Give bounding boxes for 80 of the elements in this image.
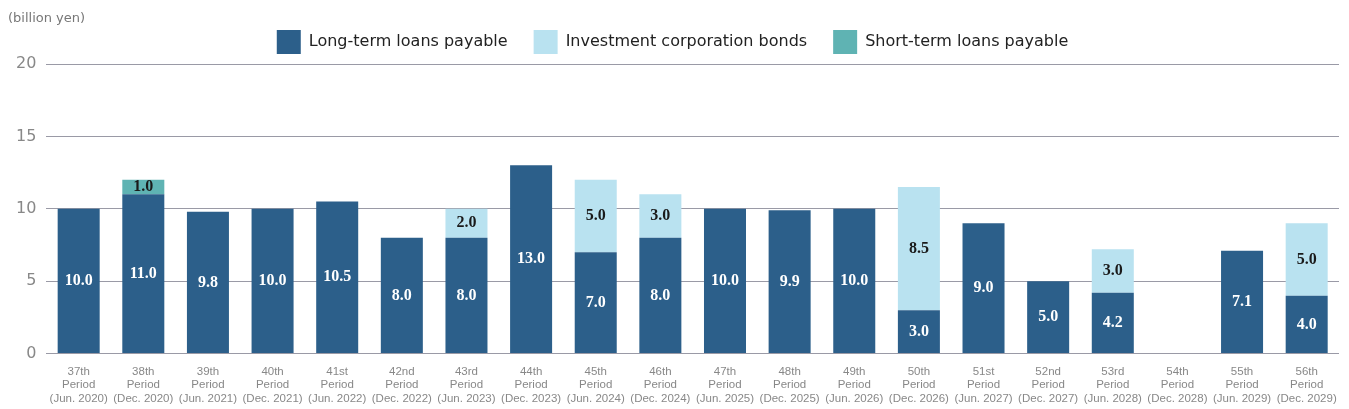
bar xyxy=(768,210,811,354)
data-label: 5.0 xyxy=(585,206,606,224)
x-tick-label: 48th Period (Dec. 2025) xyxy=(759,364,820,405)
x-tick-label: 43rd Period (Jun. 2023) xyxy=(437,364,496,405)
bar xyxy=(639,237,682,354)
x-tick-label: 42nd Period (Dec. 2022) xyxy=(371,364,433,405)
bar xyxy=(833,208,876,354)
x-tick-label: 38th Period (Dec. 2020) xyxy=(113,364,174,405)
x-tick-label: 54th Period (Dec. 2028) xyxy=(1147,364,1208,405)
x-tick-label: 52nd Period (Dec. 2027) xyxy=(1018,364,1079,405)
bar xyxy=(1221,250,1264,354)
y-tick-label: 20 xyxy=(16,53,37,73)
bar xyxy=(1027,281,1070,354)
y-tick-label: 15 xyxy=(16,125,37,145)
x-tick-label: 50th Period (Dec. 2026) xyxy=(888,364,950,405)
x-tick-label: 39th Period (Jun. 2021) xyxy=(178,364,238,405)
x-tick-label: 46th Period (Dec. 2024) xyxy=(630,364,691,405)
x-tick-label: 47th Period (Jun. 2025) xyxy=(695,364,755,405)
bar xyxy=(639,194,682,238)
legend-label: Investment corporation bonds xyxy=(565,31,808,51)
y-tick-label: 10 xyxy=(16,197,37,217)
data-label: 10.0 xyxy=(711,271,739,289)
bar xyxy=(186,211,229,354)
data-label: 10.5 xyxy=(323,267,352,285)
data-label: 10.0 xyxy=(64,271,93,289)
data-label: 10.0 xyxy=(258,271,287,289)
bar xyxy=(251,208,294,354)
data-label: 2.0 xyxy=(456,213,477,231)
y-tick-label: 0 xyxy=(26,342,37,362)
data-label: 8.5 xyxy=(908,238,929,256)
bar xyxy=(445,208,488,238)
bar xyxy=(380,237,423,354)
bar xyxy=(510,165,553,354)
y-tick-label: 5 xyxy=(26,270,37,290)
bar xyxy=(445,237,488,354)
bar xyxy=(703,208,746,354)
x-tick-label: 45th Period (Jun. 2024) xyxy=(566,364,625,405)
x-tick-label: 37th Period (Jun. 2020) xyxy=(49,364,108,405)
data-label: 1.0 xyxy=(133,177,154,195)
x-tick-label: 49th Period (Jun. 2026) xyxy=(825,364,884,405)
data-label: 8.0 xyxy=(391,285,412,303)
data-label: 3.0 xyxy=(908,321,929,339)
legend-label: Short-term loans payable xyxy=(865,31,1069,51)
bar xyxy=(57,208,100,354)
x-tick-label: 41st Period (Jun. 2022) xyxy=(308,364,367,405)
data-label: 10.0 xyxy=(840,271,869,289)
y-axis-title: (billion yen) xyxy=(8,9,86,25)
bar xyxy=(1091,249,1134,293)
bar xyxy=(574,179,617,253)
bar xyxy=(1285,223,1328,296)
legend-label: Long-term loans payable xyxy=(308,31,508,51)
data-label: 13.0 xyxy=(517,249,546,267)
bar xyxy=(897,310,940,354)
data-label: 11.0 xyxy=(129,263,157,281)
data-label: 7.1 xyxy=(1232,292,1253,310)
data-label: 5.0 xyxy=(1038,307,1059,325)
bar xyxy=(1091,292,1134,354)
data-label: 3.0 xyxy=(1102,261,1123,279)
bar xyxy=(574,252,617,354)
x-tick-label: 55th Period (Jun. 2029) xyxy=(1212,364,1272,405)
data-label: 8.0 xyxy=(650,285,671,303)
x-tick-label: 51st Period (Jun. 2027) xyxy=(954,364,1013,405)
data-label: 7.0 xyxy=(585,292,606,310)
data-label: 9.9 xyxy=(779,271,800,289)
bar xyxy=(316,201,359,354)
data-label: 9.8 xyxy=(197,272,218,290)
bar xyxy=(962,223,1005,354)
x-tick-label: 56th Period (Dec. 2029) xyxy=(1276,364,1337,405)
data-label: 4.0 xyxy=(1296,314,1317,332)
bar xyxy=(122,194,165,354)
bar xyxy=(897,187,940,311)
bar xyxy=(1285,295,1328,354)
x-tick-label: 40th Period (Dec. 2021) xyxy=(242,364,303,405)
data-label: 9.0 xyxy=(973,278,994,296)
data-label: 5.0 xyxy=(1296,249,1317,267)
data-label: 8.0 xyxy=(456,285,477,303)
data-label: 3.0 xyxy=(650,206,671,224)
x-tick-label: 53rd Period (Jun. 2028) xyxy=(1083,364,1143,405)
data-label: 4.2 xyxy=(1102,313,1123,331)
x-tick-label: 44th Period (Dec. 2023) xyxy=(501,364,562,405)
